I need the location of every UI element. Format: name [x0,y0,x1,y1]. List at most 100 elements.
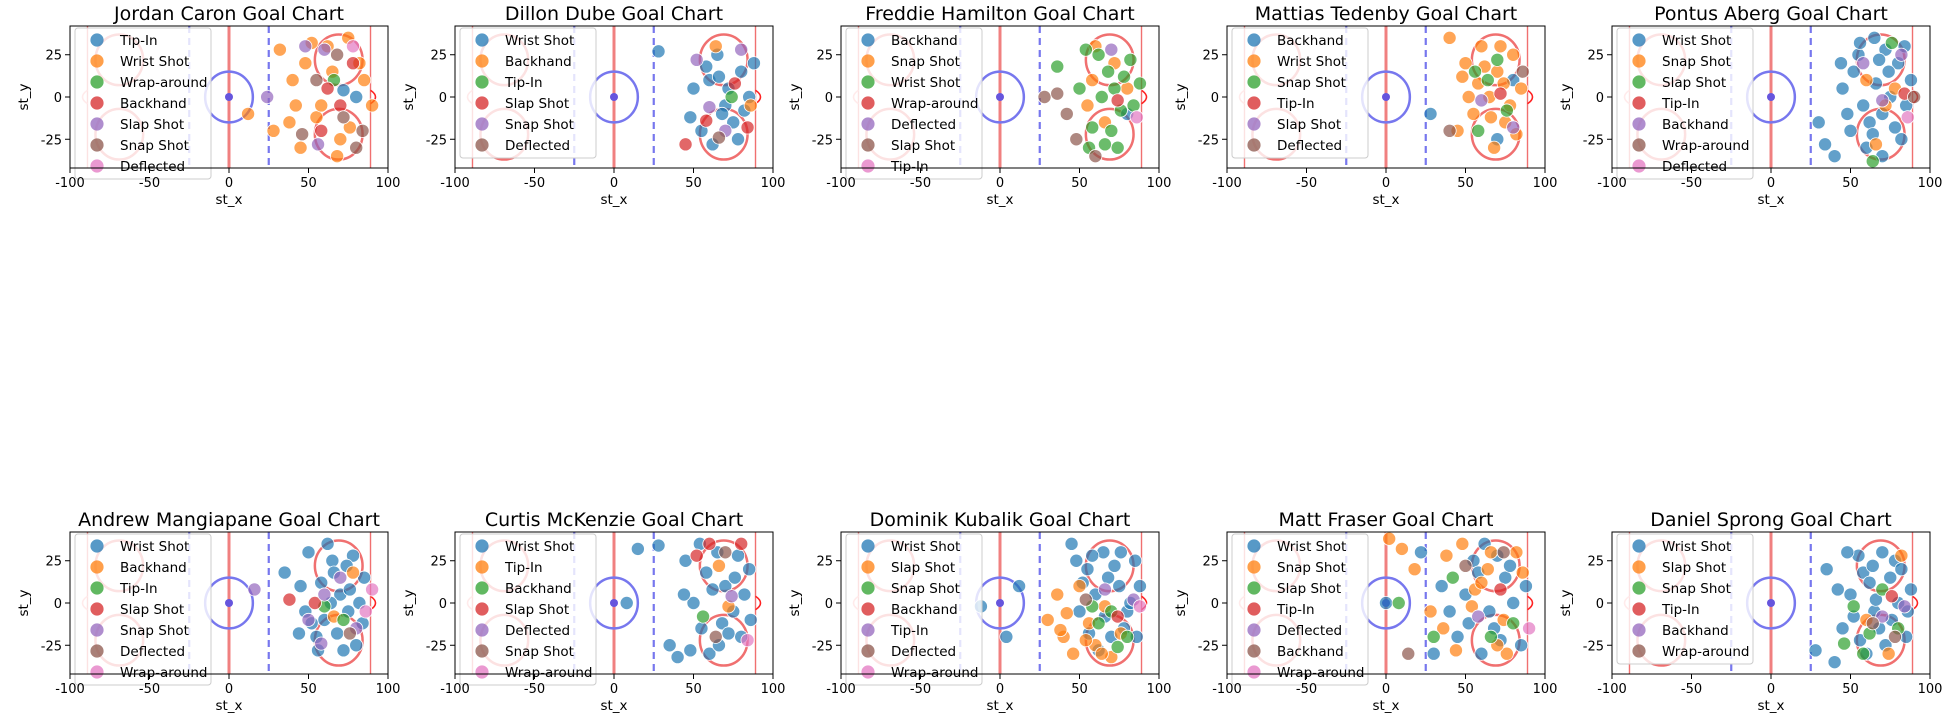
subplot: Backhand Wrist Shot Snap Shot Tip-In Slap Sh… [1173,3,1557,208]
x-tick-label: 0 [1767,176,1775,191]
legend-marker [475,539,489,553]
shot-point [355,123,370,138]
legend-label: Wrist Shot [120,539,189,555]
chart-title: Dominik Kubalik Goal Chart [870,509,1131,531]
shot-point [683,643,698,658]
legend-marker [1247,665,1261,679]
shot-point [349,90,364,105]
x-tick-label: -100 [55,176,85,191]
shot-point [1499,646,1514,661]
shot-point [727,76,742,91]
shot-point [1493,39,1508,54]
legend-label: Wrist Shot [505,539,574,555]
legend-label: Wrap-around [1662,138,1749,154]
legend-marker [90,623,104,637]
shot-point [1846,64,1861,79]
legend-label: Backhand [505,54,572,70]
legend-label: Deflected [505,623,570,639]
shot-point [346,56,361,71]
shot-point [699,59,714,74]
legend-marker [861,138,875,152]
x-tick-label: -50 [139,176,160,191]
shot-point [349,638,364,653]
shot-point [1050,59,1065,74]
legend-marker [1632,539,1646,553]
legend: Wrist Shot Snap Shot Slap Shot Tip-In Backha… [1616,27,1754,180]
legend-marker [90,96,104,110]
shot-point [740,120,755,135]
x-tick-label: -100 [1597,682,1627,697]
shot-point [734,64,749,79]
shot-point [282,115,297,130]
x-axis-label: st_x [600,698,627,714]
shot-point [314,123,329,138]
shot-point [742,562,757,577]
shot-point [711,69,726,84]
legend-marker [1247,54,1261,68]
legend-label: Wrist Shot [120,54,189,70]
shot-point [1132,579,1147,594]
legend-marker [1632,581,1646,595]
shot-point [1132,76,1147,91]
shot-point [1859,73,1874,88]
legend-box [845,533,983,686]
x-axis-label: st_x [986,698,1013,714]
shot-point [1126,98,1141,113]
subplot: Tip-In Wrist Shot Wrap-around Backhand Slap … [16,3,400,208]
x-tick-label: 100 [1147,176,1172,191]
shot-point [293,140,308,155]
legend-label: Wrap-around [891,96,978,112]
shot-point [676,587,691,602]
shot-point [1499,103,1514,118]
shot-point [336,612,351,627]
shot-point [1483,629,1498,644]
shot-point [1466,106,1481,121]
x-axis-label: st_x [215,192,242,208]
legend-label: Snap Shot [891,581,960,597]
legend-marker [1632,54,1646,68]
y-tick-label: 0 [439,597,447,612]
shot-point [1445,570,1460,585]
legend-marker [1247,33,1261,47]
y-tick-label: 25 [1202,49,1219,64]
legend: Wrist Shot Tip-In Backhand Slap Shot Deflect… [459,533,597,686]
legend-label: Slap Shot [891,560,955,576]
shot-point [1856,56,1871,71]
shot-point [1506,596,1521,611]
shot-point [1104,42,1119,57]
y-axis-label: st_y [16,589,32,616]
shot-point [740,633,755,648]
x-tick-label: 0 [996,176,1004,191]
legend-marker [90,602,104,616]
shot-point [1894,132,1909,147]
center-dot [996,93,1004,101]
shot-point [1461,616,1476,631]
y-tick-label: 0 [825,597,833,612]
shot-point [727,570,742,585]
center-dot [1767,93,1775,101]
legend: Wrist Shot Slap Shot Snap Shot Tip-In Backha… [1616,533,1754,665]
legend-label: Snap Shot [1662,54,1731,70]
legend-label: Slap Shot [891,138,955,154]
shot-point [1426,646,1441,661]
chart-title: Pontus Aberg Goal Chart [1654,3,1888,25]
legend-marker [90,159,104,173]
legend-marker [1247,117,1261,131]
shot-point [1078,592,1093,607]
legend-marker [861,33,875,47]
x-axis-label: st_x [215,698,242,714]
shot-point [702,100,717,115]
x-axis-label: st_x [600,192,627,208]
legend-marker [861,644,875,658]
legend-marker [1247,644,1261,658]
shot-point [330,149,345,164]
shot-point [1865,558,1880,573]
legend-label: Snap Shot [1277,560,1346,576]
legend-label: Wrist Shot [1277,539,1346,555]
x-tick-label: 100 [1918,176,1943,191]
shot-point [1835,81,1850,96]
center-dot [610,599,618,607]
y-axis-label: st_y [16,83,32,110]
shot-point [1040,612,1055,627]
shot-point [1808,643,1823,658]
